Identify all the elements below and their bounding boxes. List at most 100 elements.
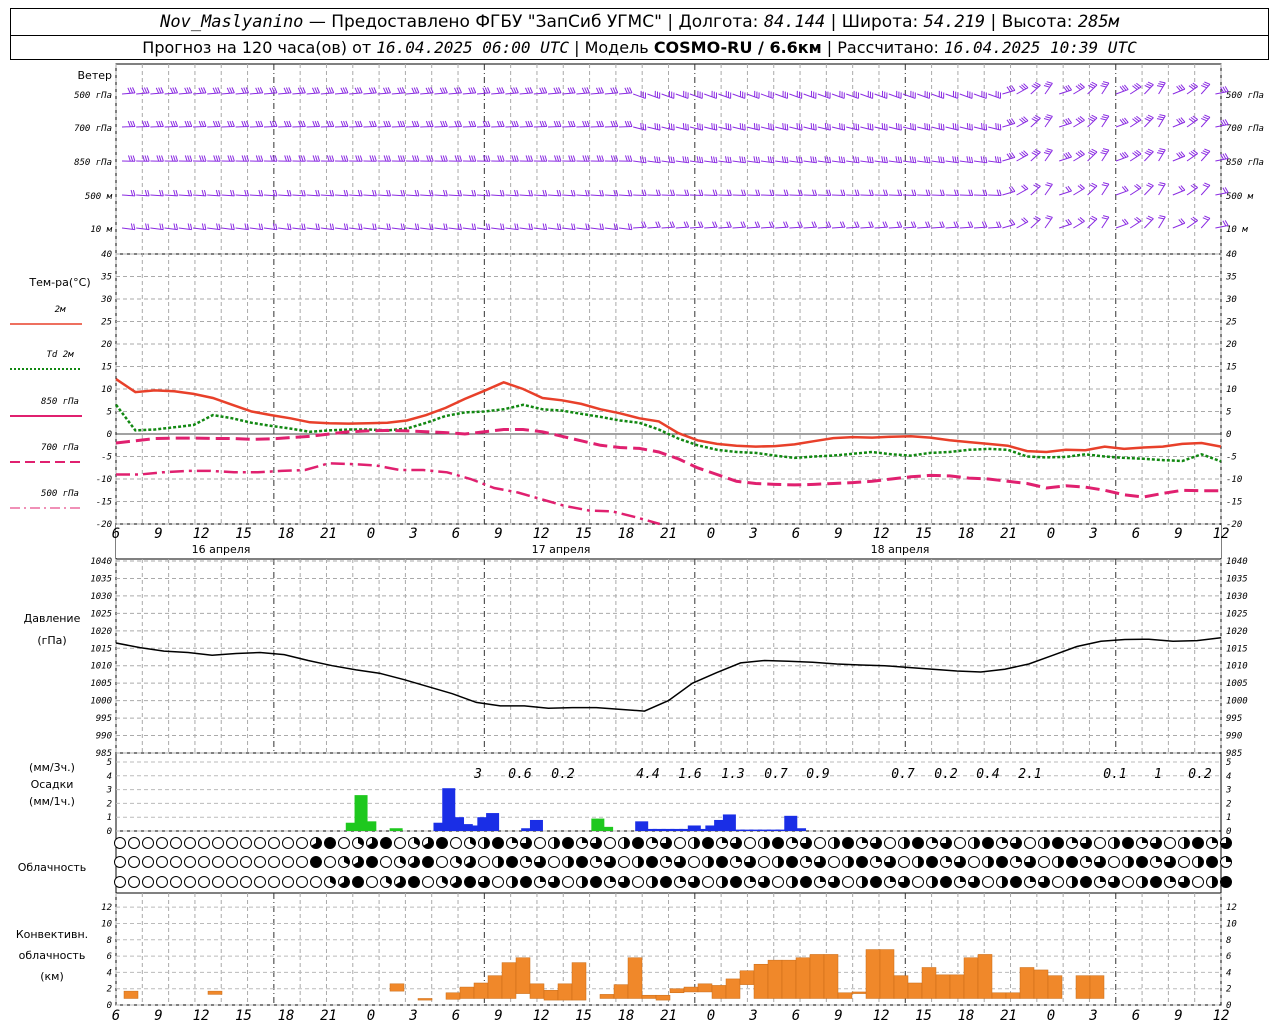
precip-bar bbox=[757, 829, 771, 831]
wind-barb-shaft bbox=[718, 93, 731, 99]
wind-barb-feather bbox=[229, 87, 233, 94]
wind-barb-feather bbox=[600, 87, 605, 94]
wind-barb-shaft bbox=[604, 194, 618, 197]
wind-barb-feather bbox=[514, 189, 517, 196]
wind-barb-feather bbox=[783, 221, 787, 228]
x-tick-label-bottom: 3 bbox=[408, 1008, 417, 1024]
wind-barb-feather bbox=[374, 223, 377, 230]
wind-barb-feather bbox=[229, 120, 233, 127]
wind-barb-feather bbox=[601, 189, 605, 197]
cloud-symbol-fill bbox=[778, 856, 784, 868]
cloud-symbol-fill bbox=[1016, 856, 1022, 862]
conv-bar bbox=[1047, 975, 1063, 999]
wind-barb-feather bbox=[812, 189, 815, 196]
wind-barb-feather bbox=[371, 120, 375, 127]
wind-barb-feather bbox=[445, 155, 448, 162]
wind-barb-feather bbox=[909, 156, 912, 163]
wind-barb-feather bbox=[1146, 116, 1153, 120]
wind-barb-feather bbox=[1065, 152, 1070, 159]
wind-barb-feather bbox=[629, 155, 633, 162]
cloud-symbol-fill bbox=[1212, 837, 1218, 843]
precip-bar bbox=[643, 828, 657, 831]
wind-barb-shaft bbox=[1172, 121, 1186, 128]
cloud-symbol-fill bbox=[1128, 856, 1134, 868]
wind-barb-feather bbox=[556, 155, 560, 162]
wind-barb-feather bbox=[853, 122, 855, 130]
wind-barb-feather bbox=[530, 223, 533, 230]
cloud-symbol-fill bbox=[666, 856, 672, 862]
wind-barb-feather bbox=[457, 189, 460, 196]
wind-barb-feather bbox=[1121, 186, 1127, 192]
wind-barb-feather bbox=[170, 87, 174, 94]
wind-barb-feather bbox=[697, 122, 699, 130]
wind-barb-feather bbox=[515, 120, 519, 127]
wind-barb-feather bbox=[814, 156, 817, 163]
wind-barb-feather bbox=[255, 87, 259, 94]
wind-barb-feather bbox=[998, 189, 1002, 196]
wind-barb-feather bbox=[682, 156, 685, 163]
wind-barb-feather bbox=[942, 156, 945, 163]
wind-barb-feather bbox=[374, 189, 377, 197]
wind-barb-feather bbox=[997, 156, 1000, 163]
press-y-tick-right: 1015 bbox=[1226, 644, 1248, 654]
wind-barb-feather bbox=[896, 221, 900, 228]
precip-bar bbox=[722, 814, 736, 831]
cloud-symbol-fill bbox=[409, 856, 420, 868]
model-name: COSMO-RU / 6.6км bbox=[653, 38, 822, 57]
wind-barb-feather bbox=[842, 189, 846, 196]
cloud-symbol-fill bbox=[478, 876, 490, 888]
precip-y-tick-right: 0 bbox=[1226, 827, 1231, 837]
wind-barb-feather bbox=[528, 223, 531, 230]
wind-barb-feather bbox=[468, 120, 472, 127]
wind-barb-feather bbox=[1045, 217, 1052, 220]
wind-barb-feather bbox=[656, 156, 659, 163]
wind-barb-feather bbox=[672, 189, 676, 196]
x-tick-label-temp: 21 bbox=[1000, 526, 1017, 542]
wind-barb-feather bbox=[1180, 117, 1186, 123]
press-y-tick-right: 990 bbox=[1226, 732, 1242, 742]
press-y-tick-left: 1005 bbox=[90, 679, 112, 689]
wind-barb-feather bbox=[726, 221, 730, 228]
wind-barb-feather bbox=[459, 223, 462, 230]
wind-barb-feather bbox=[272, 223, 276, 230]
wind-barb-feather bbox=[371, 87, 375, 94]
wind-barb-feather bbox=[331, 189, 335, 197]
cloud-symbol bbox=[310, 876, 322, 888]
wind-barb-feather bbox=[715, 124, 718, 131]
wind-barb-feather bbox=[360, 189, 363, 197]
wind-barb-feather bbox=[430, 155, 434, 162]
wind-barb-feather bbox=[912, 123, 914, 130]
cloud-symbol bbox=[296, 856, 308, 868]
precip-y-tick-left: 5 bbox=[107, 758, 112, 768]
wind-barb-feather bbox=[1077, 117, 1083, 122]
press-y-tick-right: 985 bbox=[1226, 749, 1242, 759]
cloud-symbol-fill bbox=[722, 837, 728, 843]
wind-barb-feather bbox=[942, 189, 945, 196]
cloud-symbol bbox=[170, 837, 182, 849]
wind-barb-shaft bbox=[746, 126, 760, 131]
x-tick-label-temp: 0 bbox=[1047, 526, 1055, 542]
cloud-symbol bbox=[114, 856, 126, 868]
wind-barb-feather bbox=[160, 87, 164, 94]
cloud-symbol bbox=[898, 856, 910, 868]
wind-barb-feather bbox=[285, 87, 290, 94]
cloud-symbol bbox=[478, 856, 490, 868]
cloud-symbol-fill bbox=[694, 837, 700, 849]
wind-barb-shaft bbox=[633, 126, 646, 131]
wind-barb-feather bbox=[368, 87, 373, 94]
wind-barb-feather bbox=[643, 221, 647, 228]
wind-barb-feather bbox=[586, 120, 590, 127]
cloud-symbol bbox=[142, 876, 154, 888]
wind-barb-feather bbox=[159, 189, 162, 196]
wind-barb-feather bbox=[1065, 85, 1070, 92]
cloud-symbol-fill bbox=[568, 856, 574, 868]
wind-barb-shaft bbox=[746, 160, 760, 164]
wind-barb-feather bbox=[811, 221, 815, 228]
wind-barb-feather bbox=[742, 221, 747, 228]
cloud-symbol-fill bbox=[353, 856, 364, 868]
conv-bar bbox=[879, 949, 895, 999]
wind-barb-feather bbox=[1192, 216, 1198, 221]
wind-barb-feather bbox=[303, 189, 306, 197]
wind-barb-shaft bbox=[405, 92, 419, 95]
